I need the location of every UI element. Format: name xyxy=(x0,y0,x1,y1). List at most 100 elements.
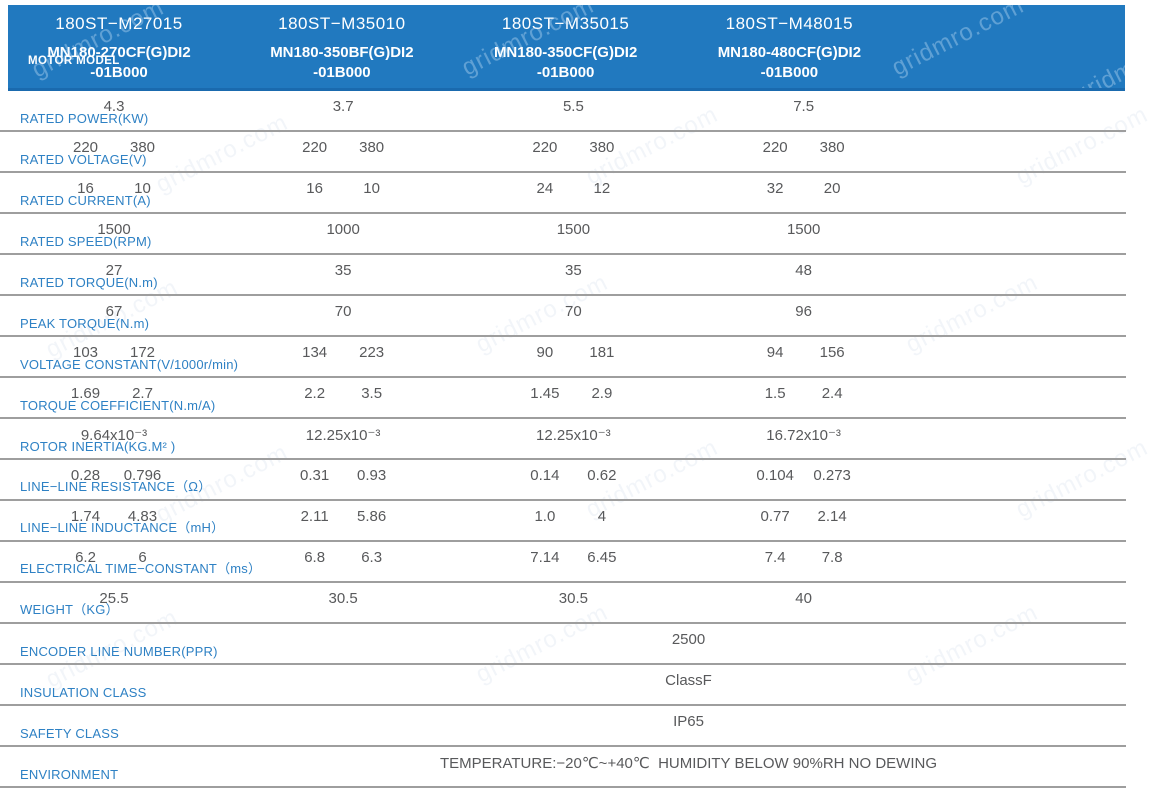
spec-row-rated-torque: RATED TORQUE(N.m) 27 35 35 48 xyxy=(0,255,1149,296)
column-header-m48015: 180ST−M48015 MN180-480CF(G)DI2 -01B000 xyxy=(678,5,902,88)
column-header-m35015: 180ST−M35015 MN180-350CF(G)DI2 -01B000 xyxy=(454,5,678,88)
value-cell: 6.2 6 xyxy=(75,549,147,566)
value-cell: 3.7 xyxy=(332,98,354,115)
row-divider xyxy=(0,499,1126,501)
value-cell: 7.5 xyxy=(793,98,815,115)
value-cell: 16 10 xyxy=(306,180,380,197)
value-cell: 5.5 xyxy=(562,98,584,115)
model-name: 180ST−M27015 xyxy=(55,14,183,33)
spec-row-voltage-constant: VOLTAGE CONSTANT(V/1000r/min) 103 172 134… xyxy=(0,337,1149,378)
value-cell: 35 xyxy=(565,262,582,279)
spec-row-encoder-line-number: ENCODER LINE NUMBER(PPR) 2500 xyxy=(0,624,1149,665)
watermark: gridmro.com xyxy=(1069,18,1125,91)
part-number: MN180-270CF(G)DI2 -01B000 xyxy=(47,44,191,82)
row-label: ENCODER LINE NUMBER(PPR) xyxy=(20,644,218,659)
value-cell: ClassF xyxy=(665,672,712,689)
row-divider xyxy=(0,458,1126,460)
row-divider xyxy=(0,171,1126,173)
value-cell: 90 181 xyxy=(536,344,615,361)
value-cell: 9.64x10⁻³ xyxy=(80,427,148,444)
value-cell: 67 xyxy=(105,303,123,320)
value-cell: 1.69 2.7 xyxy=(70,385,153,402)
spec-row-insulation-class: INSULATION CLASS ClassF xyxy=(0,665,1149,706)
value-cell: 134 223 xyxy=(302,344,385,361)
row-label: WEIGHT（KG） xyxy=(20,602,119,617)
model-name: 180ST−M35010 xyxy=(278,14,406,33)
part-number: MN180-350CF(G)DI2 -01B000 xyxy=(493,44,638,82)
row-divider xyxy=(0,581,1126,583)
spec-row-rotor-inertia: ROTOR INERTIA(KG.M² ) 9.64x10⁻³ 12.25x10… xyxy=(0,419,1149,460)
row-label: VOLTAGE CONSTANT(V/1000r/min) xyxy=(20,357,239,372)
row-label: LINE−LINE INDUCTANCE（mH） xyxy=(20,520,225,535)
row-divider xyxy=(0,294,1126,296)
row-label: RATED CURRENT(A) xyxy=(20,193,151,208)
spec-row-rated-speed: RATED SPEED(RPM) 1500 1000 1500 1500 xyxy=(0,214,1149,255)
value-cell: 2.11 5.86 xyxy=(300,508,387,525)
value-cell: 220 380 xyxy=(762,139,845,156)
motor-model-label: MOTOR MODEL xyxy=(28,55,120,67)
row-divider xyxy=(0,417,1126,419)
row-label: SAFETY CLASS xyxy=(20,726,119,741)
row-divider xyxy=(0,212,1126,214)
value-cell: 1000 xyxy=(326,221,360,238)
value-cell: 0.104 0.273 xyxy=(756,467,851,484)
row-divider xyxy=(0,786,1126,788)
column-header-m35010: 180ST−M35010 MN180-350BF(G)DI2 -01B000 xyxy=(230,5,454,88)
value-cell: 220 380 xyxy=(302,139,385,156)
row-label: ENVIRONMENT xyxy=(20,767,119,782)
value-cell: 1500 xyxy=(556,221,591,238)
row-label: RATED TORQUE(N.m) xyxy=(20,275,158,290)
row-label: RATED SPEED(RPM) xyxy=(20,234,152,249)
value-cell: 32 20 xyxy=(766,180,841,197)
value-cell: 70 xyxy=(334,303,352,320)
spec-row-electrical-time-constant: ELECTRICAL TIME−CONSTANT（ms） 6.2 6 6.8 6.3… xyxy=(0,542,1149,583)
row-divider xyxy=(0,745,1126,747)
spec-table-body: RATED POWER(KW) 4.3 3.7 5.5 7.5 RATED VO… xyxy=(0,91,1149,788)
value-cell: IP65 xyxy=(673,713,704,730)
value-cell: 1500 xyxy=(97,221,131,238)
row-label: LINE−LINE RESISTANCE（Ω） xyxy=(20,479,212,494)
spec-row-environment: ENVIRONMENT TEMPERATURE:−20℃~+40℃ HUMIDI… xyxy=(0,747,1149,788)
value-cell: 94 156 xyxy=(766,344,845,361)
spec-row-rated-voltage: RATED VOLTAGE(V) 220 380 220 380 220 380 22… xyxy=(0,132,1149,173)
row-divider xyxy=(0,253,1126,255)
value-cell: 4.3 xyxy=(103,98,125,115)
value-cell: 220 380 xyxy=(532,139,615,156)
spec-row-safety-class: SAFETY CLASS IP65 xyxy=(0,706,1149,747)
value-cell: 7.14 6.45 xyxy=(530,549,617,566)
row-label: ELECTRICAL TIME−CONSTANT（ms） xyxy=(20,561,262,576)
value-cell: 25.5 xyxy=(99,590,129,607)
watermark: gridmro.com xyxy=(887,5,1029,82)
row-divider xyxy=(0,663,1126,665)
value-cell: 27 xyxy=(105,262,123,279)
spec-row-rated-power: RATED POWER(KW) 4.3 3.7 5.5 7.5 xyxy=(0,91,1149,132)
spec-row-peak-torque: PEAK TORQUE(N.m) 67 70 70 96 xyxy=(0,296,1149,337)
value-cell: 7.4 7.8 xyxy=(764,549,843,566)
row-divider xyxy=(0,335,1126,337)
row-label: PEAK TORQUE(N.m) xyxy=(20,316,150,331)
row-divider xyxy=(0,622,1126,624)
value-cell: 1.0 4 xyxy=(534,508,607,525)
value-cell: 0.28 0.796 xyxy=(70,467,162,484)
row-label: RATED POWER(KW) xyxy=(20,111,149,126)
row-divider xyxy=(0,130,1126,132)
spec-row-torque-coefficient: TORQUE COEFFICIENT(N.m/A) 1.69 2.7 2.2 3.5… xyxy=(0,378,1149,419)
value-cell: 1.45 2.9 xyxy=(530,385,613,402)
value-cell: 12.25x10⁻³ xyxy=(305,427,381,444)
value-cell: 30.5 xyxy=(558,590,588,607)
spec-row-weight: WEIGHT（KG） 25.5 30.5 30.5 40 xyxy=(0,583,1149,624)
value-cell: 103 172 xyxy=(72,344,156,361)
value-cell: 220 380 xyxy=(72,139,156,156)
model-name: 180ST−M35015 xyxy=(501,14,630,33)
row-label: RATED VOLTAGE(V) xyxy=(20,152,147,167)
value-cell: 2500 xyxy=(671,631,706,648)
value-cell: 48 xyxy=(795,262,812,279)
part-number: MN180-350BF(G)DI2 -01B000 xyxy=(270,44,414,82)
value-cell: 2.2 3.5 xyxy=(304,385,383,402)
value-cell: 12.25x10⁻³ xyxy=(536,427,611,444)
model-name: 180ST−M48015 xyxy=(725,14,854,33)
value-cell: 30.5 xyxy=(328,590,358,607)
value-cell: 1.5 2.4 xyxy=(764,385,843,402)
table-header: MOTOR MODEL 180ST−M27015 MN180-270CF(G)D… xyxy=(8,5,1125,91)
spec-row-line-line-inductance: LINE−LINE INDUCTANCE（mH） 1.74 4.83 2.11 5.… xyxy=(0,501,1149,542)
